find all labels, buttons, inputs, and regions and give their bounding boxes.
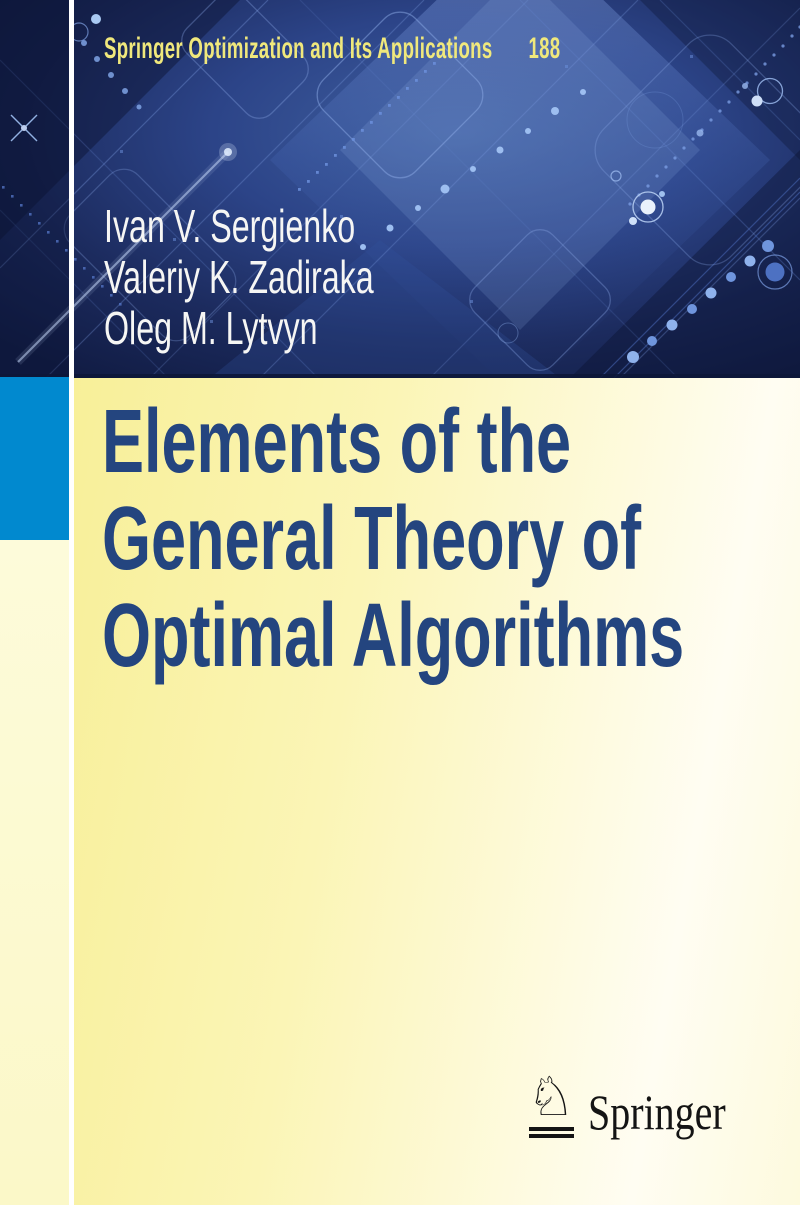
author-name: Ivan V. Sergienko (104, 200, 356, 252)
series-volume-number: 188 (528, 32, 561, 65)
publisher-name: Springer (588, 1084, 726, 1140)
author-name: Oleg M. Lytvyn (104, 302, 318, 354)
cover-header-band: Springer Optimization and Its Applicatio… (0, 0, 800, 378)
book-title: Elements of the General Theory of Optima… (102, 394, 684, 685)
left-margin-strip (0, 540, 69, 1205)
series-title: Springer Optimization and Its Applicatio… (104, 32, 493, 65)
springer-horse-icon: ♘ (526, 1070, 576, 1138)
publisher-logo: ♘ Springer (526, 1070, 760, 1138)
chess-knight-glyph: ♘ (526, 1065, 576, 1128)
series-header: Springer Optimization and Its Applicatio… (104, 32, 560, 66)
author-name: Valeriy K. Zadiraka (104, 251, 374, 303)
authors-block: Ivan V. Sergienko Valeriy K. Zadiraka Ol… (104, 201, 374, 354)
vertical-divider-line (69, 0, 74, 1205)
accent-blue-square (0, 377, 69, 540)
book-title-line: General Theory of (102, 489, 642, 589)
cover-body-background (0, 377, 800, 1205)
logo-underline-bar (528, 1127, 574, 1131)
logo-underline-bar (528, 1134, 574, 1138)
book-title-line: Optimal Algorithms (102, 586, 685, 686)
book-title-line: Elements of the (102, 392, 572, 492)
circuit-board-graphic (0, 0, 800, 378)
